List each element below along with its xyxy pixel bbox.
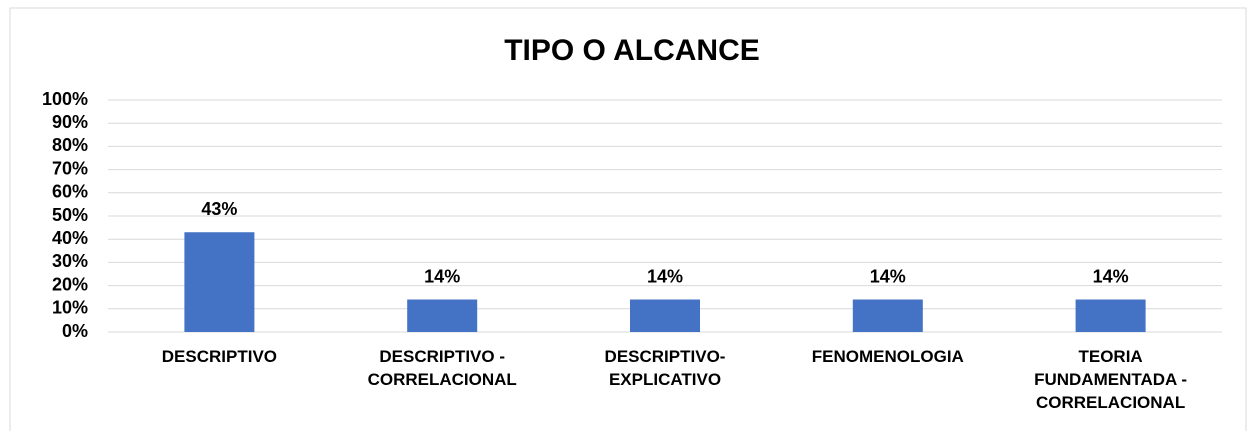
y-tick-label: 80% bbox=[52, 135, 88, 155]
data-label: 14% bbox=[1093, 266, 1129, 286]
data-label: 14% bbox=[870, 266, 906, 286]
x-tick-label: FENOMENOLOGIA bbox=[811, 347, 964, 366]
data-label: 14% bbox=[647, 266, 683, 286]
bar bbox=[184, 232, 255, 332]
bar bbox=[630, 299, 700, 332]
data-label: 43% bbox=[201, 199, 237, 219]
y-tick-label: 30% bbox=[52, 251, 88, 271]
chart-title: TIPO O ALCANCE bbox=[504, 34, 760, 67]
y-tick-label: 50% bbox=[52, 205, 88, 225]
y-tick-label: 60% bbox=[52, 182, 88, 202]
y-tick-label: 20% bbox=[52, 274, 88, 294]
x-tick-label: TEORIA FUNDAMENTADA - CORRELACIONAL bbox=[1034, 347, 1188, 412]
bar bbox=[1075, 299, 1146, 332]
y-tick-label: 100% bbox=[42, 89, 88, 109]
data-label: 14% bbox=[424, 266, 460, 286]
chart-border bbox=[9, 7, 1247, 431]
y-tick-label: 40% bbox=[52, 228, 88, 248]
y-tick-label: 0% bbox=[62, 321, 88, 341]
bar bbox=[852, 299, 923, 332]
x-tick-label: DESCRIPTIVO- EXPLICATIVO bbox=[604, 347, 726, 389]
y-tick-label: 70% bbox=[52, 158, 88, 178]
x-tick-label: DESCRIPTIVO - CORRELACIONAL bbox=[367, 347, 517, 389]
y-tick-label: 10% bbox=[52, 298, 88, 318]
bar bbox=[407, 299, 478, 332]
y-tick-label: 90% bbox=[52, 112, 88, 132]
x-tick-label: DESCRIPTIVO bbox=[161, 347, 278, 366]
